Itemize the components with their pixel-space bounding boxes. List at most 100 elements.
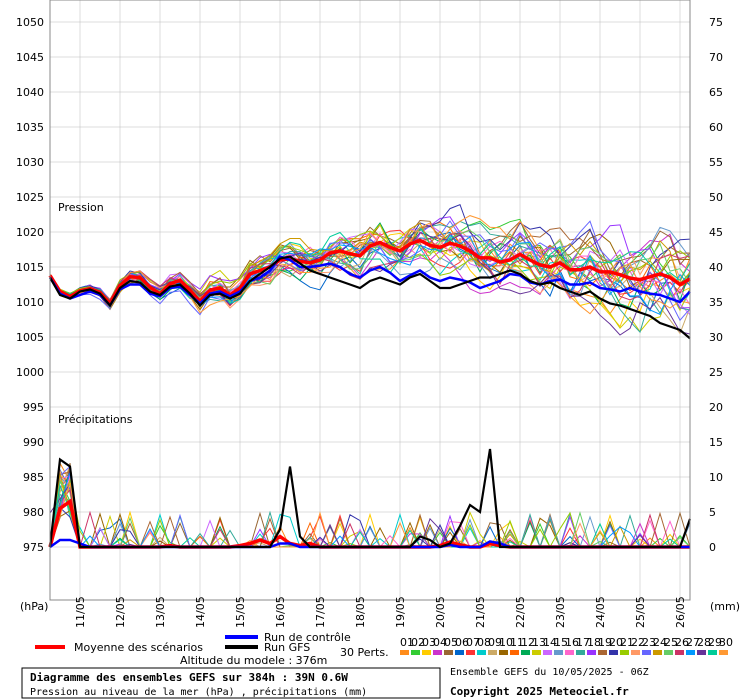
perturbation-swatch: [719, 650, 728, 655]
perturbation-swatch: [433, 650, 442, 655]
x-tick-label: 26/05: [674, 596, 687, 628]
perturbation-swatch: [631, 650, 640, 655]
right-tick-label: 60: [709, 121, 723, 134]
left-tick-label: 1000: [16, 366, 44, 379]
perturbation-pressure-line: [49, 220, 691, 322]
chart-grid: [50, 0, 690, 600]
perturbation-id: 07: [466, 636, 480, 649]
right-tick-label: 35: [709, 296, 723, 309]
left-tick-label: 1025: [16, 191, 44, 204]
precip-panel-label: Précipitations: [58, 413, 133, 426]
right-tick-label: 75: [709, 16, 723, 29]
right-tick-label: 25: [709, 366, 723, 379]
chart-subtitle: Pression au niveau de la mer (hPa) , pré…: [30, 686, 367, 698]
perturbation-id: 20: [609, 636, 623, 649]
perturbation-swatch: [565, 650, 574, 655]
copyright: Copyright 2025 Meteociel.fr: [450, 685, 629, 698]
x-tick-label: 23/05: [554, 596, 567, 628]
perturbation-swatch: [708, 650, 717, 655]
legend-label-gfs: Run GFS: [264, 641, 310, 654]
perturbation-swatch: [653, 650, 662, 655]
perturbation-id: 14: [543, 636, 557, 649]
perturbation-pressure-line: [49, 215, 691, 315]
x-tick-label: 21/05: [474, 596, 487, 628]
x-tick-label: 11/05: [74, 596, 87, 628]
ensemble-date: Ensemble GEFS du 10/05/2025 - 06Z: [450, 667, 649, 678]
x-tick-label: 15/05: [234, 596, 247, 628]
right-tick-label: 40: [709, 261, 723, 274]
perturbation-id: 27: [686, 636, 700, 649]
perturbation-id: 23: [642, 636, 656, 649]
right-tick-label: 70: [709, 51, 723, 64]
x-axis-ticks: 11/05 12/05 13/05 14/05 15/05 16/05 17/05 18/05…: [74, 596, 687, 628]
right-tick-label: 10: [709, 471, 723, 484]
perturbation-id: 04: [433, 636, 447, 649]
perturbation-swatch: [521, 650, 530, 655]
perturbation-swatch: [620, 650, 629, 655]
perturbation-id: 09: [488, 636, 502, 649]
perturbation-id: 15: [554, 636, 568, 649]
left-tick-label: 1015: [16, 261, 44, 274]
perturbation-id: 21: [620, 636, 634, 649]
x-tick-label: 17/05: [314, 596, 327, 628]
perturbations-label: 30 Perts.: [340, 646, 389, 659]
perturbation-swatch: [587, 650, 596, 655]
perturbation-swatch: [510, 650, 519, 655]
perturbation-id: 30: [719, 636, 733, 649]
perturbation-swatch: [609, 650, 618, 655]
x-tick-label: 22/05: [514, 596, 527, 628]
x-tick-label: 19/05: [394, 596, 407, 628]
left-tick-label: 990: [23, 436, 44, 449]
perturbation-swatch: [411, 650, 420, 655]
left-tick-label: 1005: [16, 331, 44, 344]
left-tick-label: 975: [23, 541, 44, 554]
title-box: [21, 667, 441, 699]
pressure-panel-label: Pression: [58, 201, 104, 214]
perturbation-swatch: [477, 650, 486, 655]
legend-label-mean: Moyenne des scénarios: [74, 641, 203, 654]
left-axis-unit: (hPa): [20, 600, 48, 613]
perturbation-swatch: [499, 650, 508, 655]
x-tick-label: 14/05: [194, 596, 207, 628]
perturbation-swatch: [576, 650, 585, 655]
x-tick-label: 18/05: [354, 596, 367, 628]
left-tick-label: 1040: [16, 86, 44, 99]
perturbation-id: 03: [422, 636, 436, 649]
x-tick-label: 24/05: [594, 596, 607, 628]
perturbation-swatch: [554, 650, 563, 655]
series-pressure-line: [48, 238, 691, 307]
perturbation-pressure-line: [49, 232, 691, 336]
perturbation-precip-line: [49, 465, 691, 549]
perturbation-swatch: [598, 650, 607, 655]
x-tick-label: 16/05: [274, 596, 287, 628]
perturbation-id: 01: [400, 636, 414, 649]
x-tick-label: 13/05: [154, 596, 167, 628]
left-tick-label: 1030: [16, 156, 44, 169]
x-tick-label: 25/05: [634, 596, 647, 628]
perturbation-id: 06: [455, 636, 469, 649]
left-tick-label: 995: [23, 401, 44, 414]
altitude-text: Altitude du modele : 376m: [180, 654, 327, 667]
perturbation-id: 10: [499, 636, 513, 649]
perturbation-precip-line: [49, 465, 690, 548]
right-axis-unit: (mm): [710, 600, 740, 613]
perturbation-swatch: [543, 650, 552, 655]
series-pressure-line: [49, 255, 691, 340]
right-tick-label: 5: [709, 506, 716, 519]
right-tick-label: 15: [709, 436, 723, 449]
perturbation-swatch: [422, 650, 431, 655]
perturbation-precip-line: [49, 472, 690, 549]
perturbation-precip-line: [49, 463, 691, 548]
perturbation-swatch: [675, 650, 684, 655]
right-tick-label: 45: [709, 226, 723, 239]
perturbation-id: 12: [521, 636, 535, 649]
right-tick-label: 30: [709, 331, 723, 344]
perturbation-id: 17: [576, 636, 590, 649]
perturbation-id: 02: [411, 636, 425, 649]
perturbation-id: 28: [697, 636, 711, 649]
perturbation-pressure-line: [49, 235, 691, 311]
perturbation-swatch: [642, 650, 651, 655]
left-tick-label: 1035: [16, 121, 44, 134]
x-tick-label: 20/05: [434, 596, 447, 628]
